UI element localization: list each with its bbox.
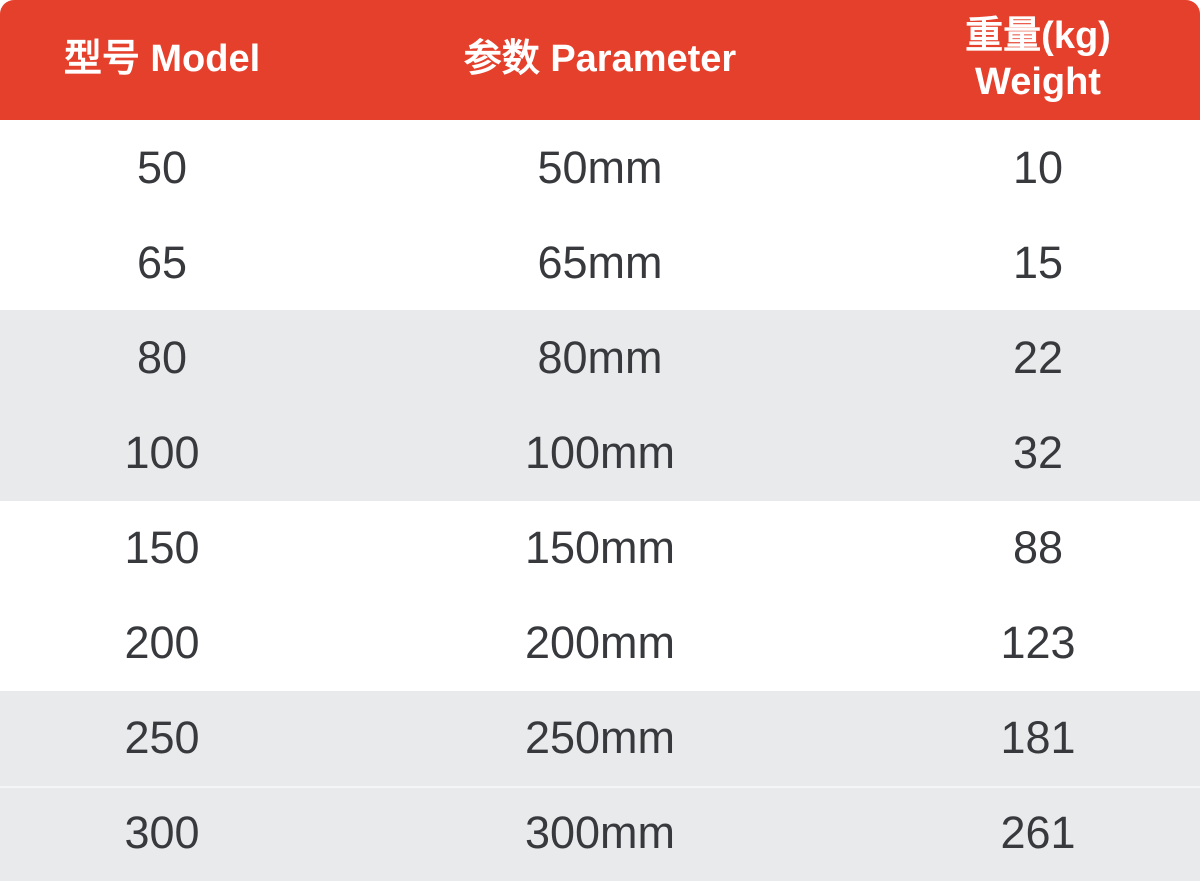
parameter-cell: 300mm bbox=[524, 807, 676, 859]
header-model-label: 型号 Model bbox=[63, 38, 261, 81]
header-parameter-label: 参数 Parameter bbox=[463, 38, 737, 81]
table-row: 65 65mm 15 bbox=[0, 215, 1200, 311]
weight-cell: 181 bbox=[1000, 712, 1076, 764]
weight-cell: 10 bbox=[1012, 141, 1064, 193]
table-row: 150 150mm 88 bbox=[0, 500, 1200, 596]
weight-cell: 88 bbox=[1012, 522, 1064, 574]
parameter-cell: 80mm bbox=[537, 331, 663, 383]
parameter-cell: 250mm bbox=[524, 712, 676, 764]
model-cell: 65 bbox=[136, 236, 188, 288]
weight-cell: 22 bbox=[1012, 331, 1064, 383]
weight-cell: 32 bbox=[1012, 426, 1064, 478]
header-cell-weight: 重量(kg) Weight bbox=[876, 0, 1200, 120]
weight-cell: 15 bbox=[1012, 236, 1064, 288]
table-body: 50 50mm 10 65 65mm 15 80 80mm 22 100 100… bbox=[0, 120, 1200, 881]
model-cell: 100 bbox=[124, 426, 200, 478]
table-row: 200 200mm 123 bbox=[0, 595, 1200, 691]
table-row: 100 100mm 32 bbox=[0, 405, 1200, 501]
header-weight-label-line2: Weight bbox=[975, 61, 1101, 103]
model-cell: 300 bbox=[124, 807, 200, 859]
header-cell-parameter: 参数 Parameter bbox=[324, 0, 876, 120]
model-cell: 200 bbox=[124, 617, 200, 669]
parameter-cell: 100mm bbox=[524, 426, 676, 478]
model-cell: 150 bbox=[124, 522, 200, 574]
weight-cell: 123 bbox=[1000, 617, 1076, 669]
parameter-cell: 200mm bbox=[524, 617, 676, 669]
parameter-cell: 150mm bbox=[524, 522, 676, 574]
table-row: 300 300mm 261 bbox=[0, 785, 1200, 881]
table-row: 250 250mm 181 bbox=[0, 690, 1200, 786]
parameter-cell: 50mm bbox=[537, 141, 663, 193]
header-cell-model: 型号 Model bbox=[0, 0, 324, 120]
table-header-row: 型号 Model 参数 Parameter 重量(kg) Weight bbox=[0, 0, 1200, 120]
model-cell: 50 bbox=[136, 141, 188, 193]
table-row: 50 50mm 10 bbox=[0, 120, 1200, 216]
model-cell: 250 bbox=[124, 712, 200, 764]
parameter-cell: 65mm bbox=[537, 236, 663, 288]
header-weight-label-line1: 重量(kg) bbox=[965, 15, 1111, 58]
table-row: 80 80mm 22 bbox=[0, 310, 1200, 406]
model-cell: 80 bbox=[136, 331, 188, 383]
weight-cell: 261 bbox=[1000, 807, 1076, 859]
